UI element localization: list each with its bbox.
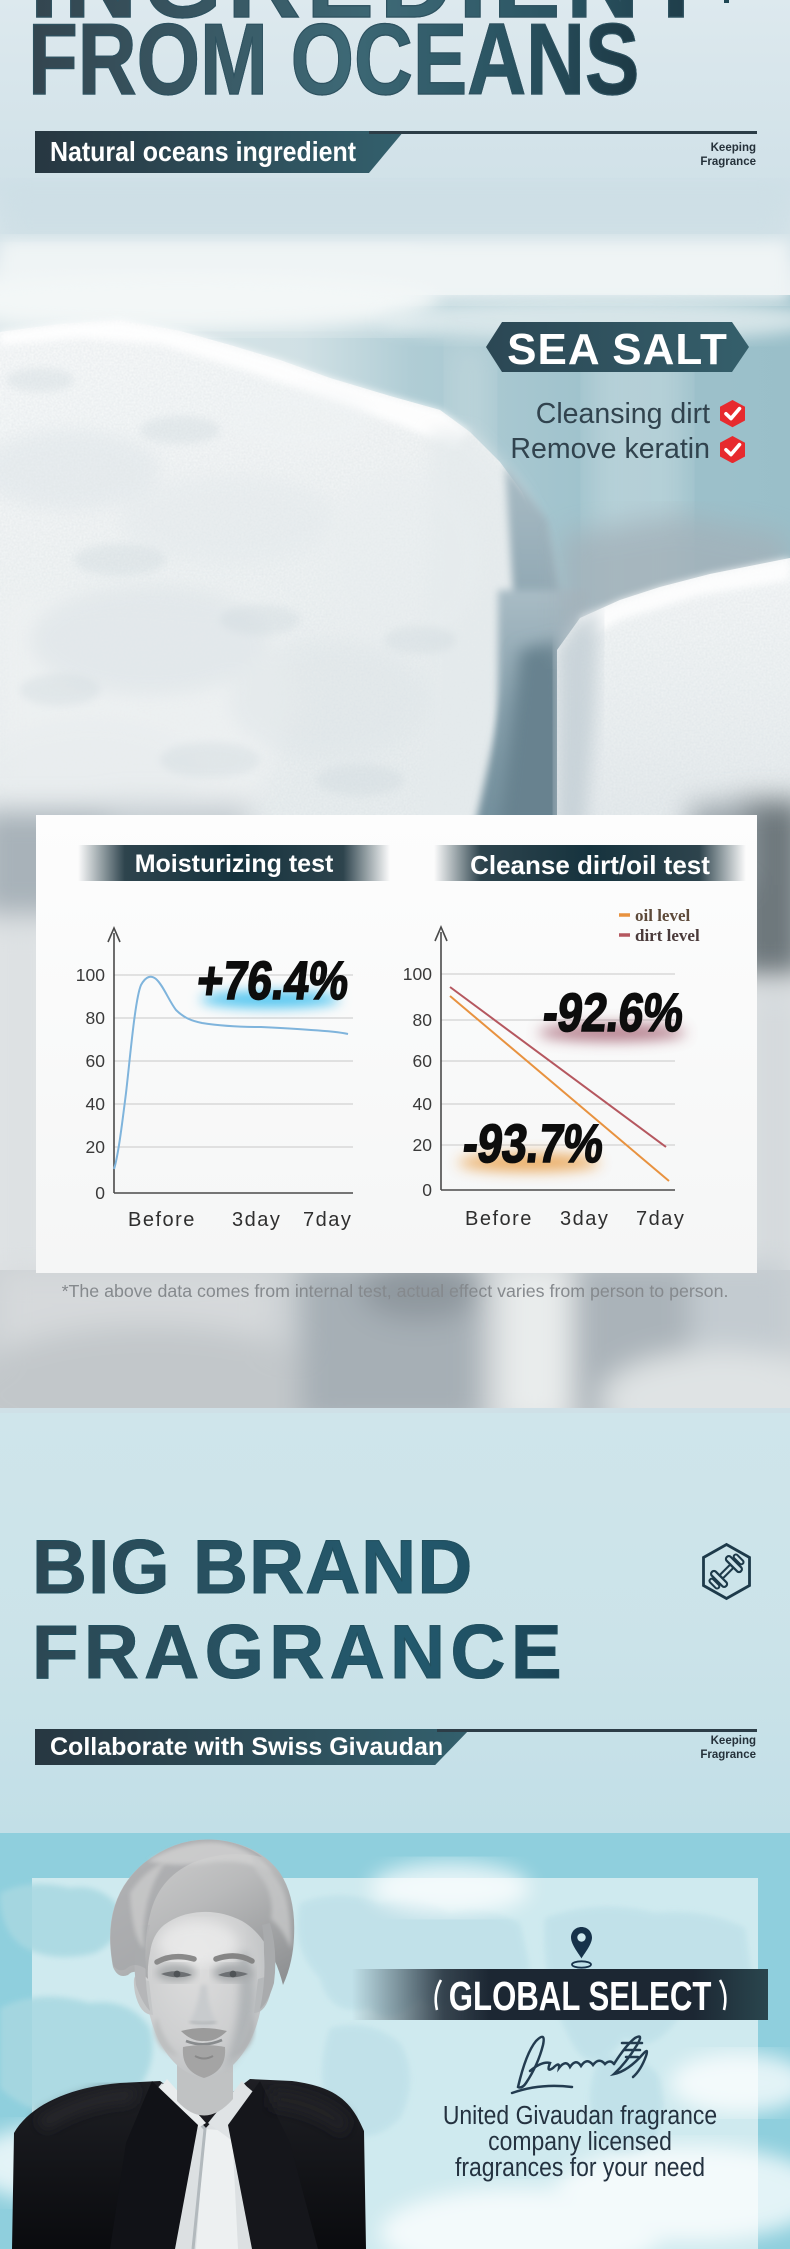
svg-text:dirt level: dirt level (635, 926, 700, 945)
svg-text:oil level: oil level (635, 906, 691, 925)
